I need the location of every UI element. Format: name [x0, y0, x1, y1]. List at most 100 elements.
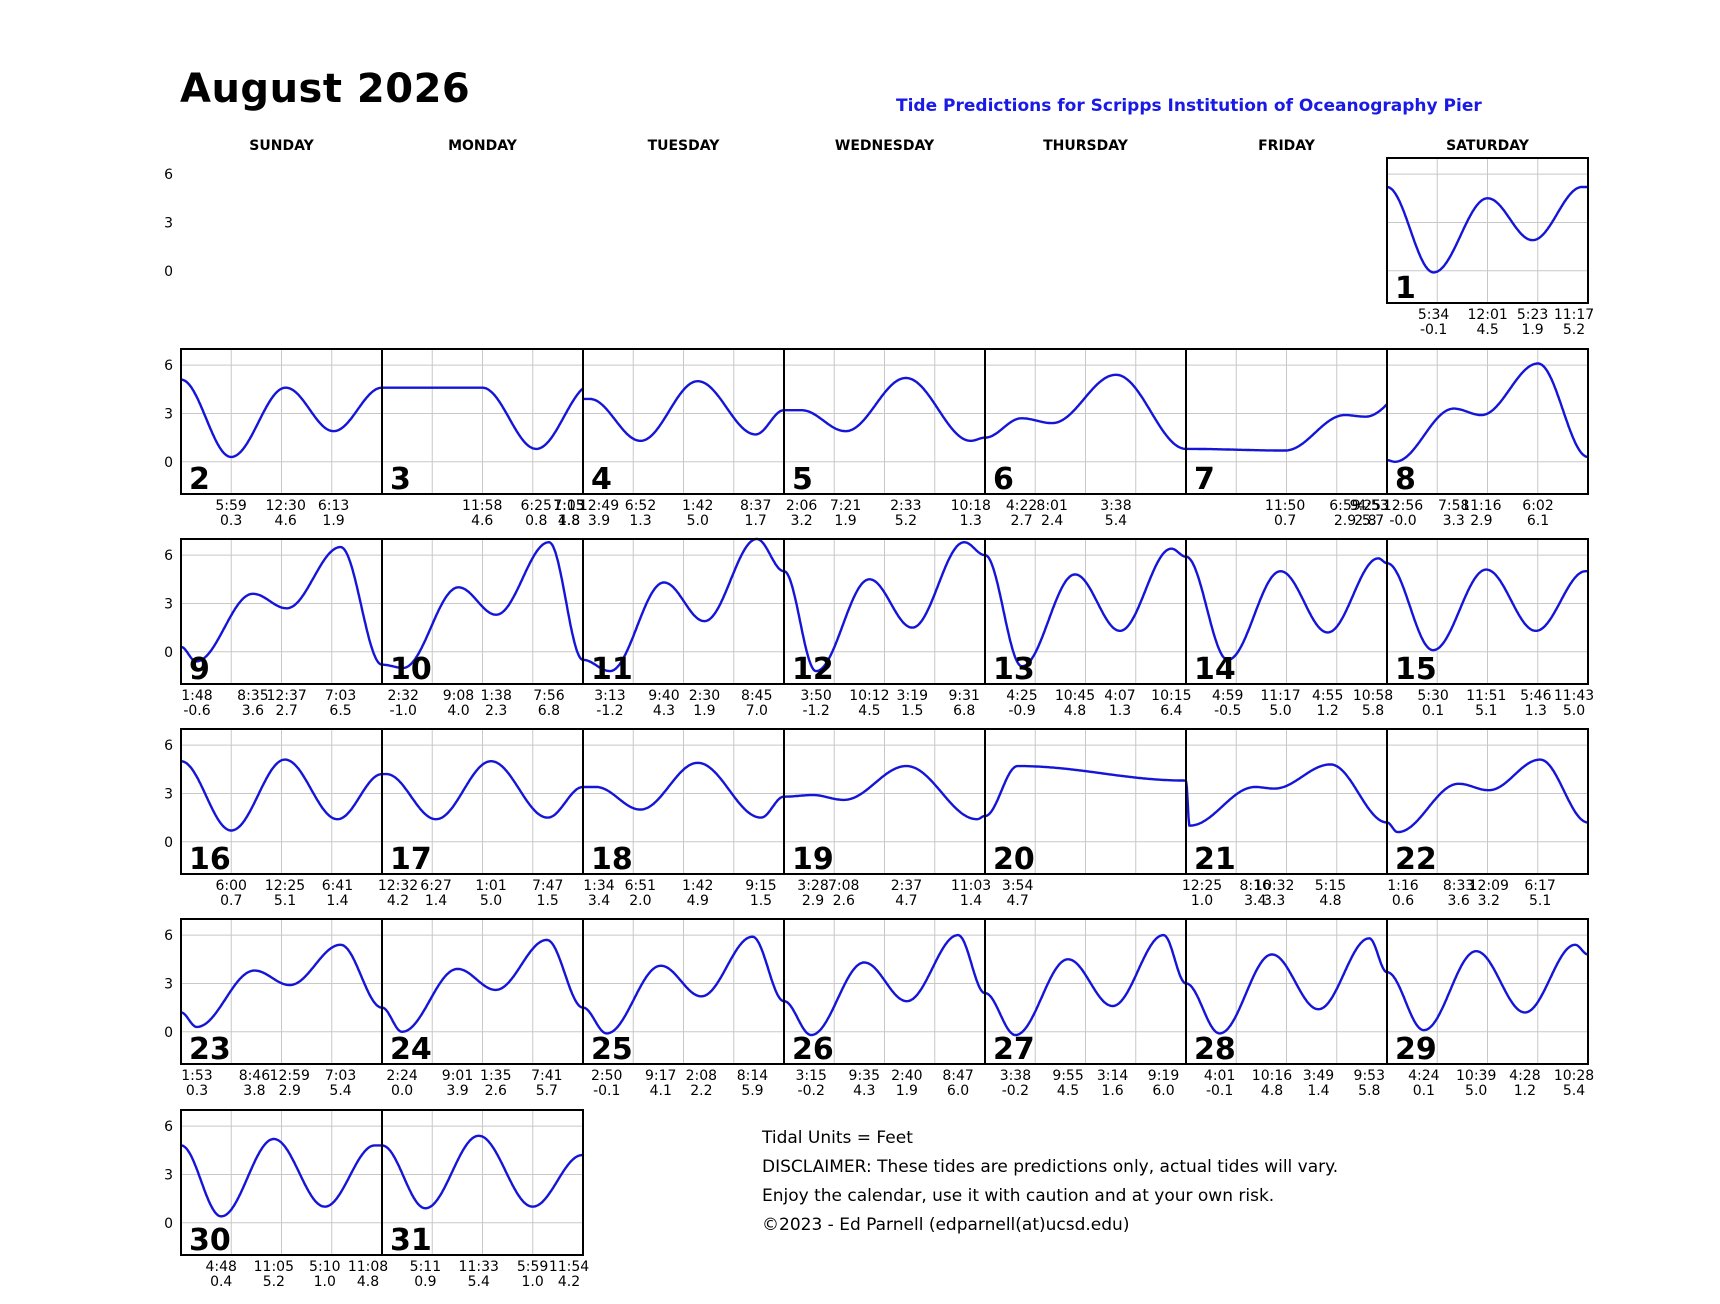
tide-height: 1.0 [1191, 893, 1213, 909]
tide-time: 6:52 [625, 498, 656, 514]
tide-curve-day-26 [784, 933, 986, 1037]
tide-height: 1.5 [750, 893, 772, 909]
tide-height: -0.2 [798, 1083, 825, 1099]
tide-time: 7:15 [553, 498, 584, 514]
tide-time: 12:09 [1469, 878, 1509, 894]
tide-time: 1:16 [1387, 878, 1419, 894]
day-number: 26 [792, 1032, 834, 1067]
tide-height: 5.4 [468, 1274, 490, 1290]
tide-height: 0.8 [525, 513, 547, 529]
tide-curve-day-10 [382, 540, 584, 670]
tide-time: 5:30 [1417, 688, 1448, 704]
tide-time: 1:01 [475, 878, 506, 894]
tide-curve-day-7 [1186, 403, 1388, 452]
tide-time: 6:27 [420, 878, 451, 894]
tide-height: 6.1 [1527, 513, 1549, 529]
tide-height: 2.2 [690, 1083, 712, 1099]
tide-height: 5.0 [1465, 1083, 1487, 1099]
tide-height: 4.6 [471, 513, 493, 529]
tide-time: 1:42 [682, 498, 713, 514]
tide-curve-day-27 [984, 933, 1187, 1037]
tide-height: -0.1 [593, 1083, 620, 1099]
tide-height: 4.5 [858, 703, 880, 719]
tide-height: 3.4 [1244, 893, 1266, 909]
day-number: 22 [1395, 842, 1437, 877]
tide-time: 12:49 [579, 498, 619, 514]
tide-time: 11:50 [1265, 498, 1305, 514]
tide-time: 9:31 [948, 688, 979, 704]
tide-height: 2.0 [629, 893, 651, 909]
tide-time: 9:25 [1350, 498, 1381, 514]
day-number: 9 [189, 652, 210, 687]
tide-height: -0.1 [1420, 322, 1447, 338]
copyright-note: ©2023 - Ed Parnell (edparnell(at)ucsd.ed… [762, 1215, 1130, 1235]
tide-height: 5.4 [1563, 1083, 1585, 1099]
tide-time: 7:03 [325, 1068, 356, 1084]
day-number: 19 [792, 842, 834, 877]
tide-time: 2:30 [689, 688, 720, 704]
tide-time: 8:01 [1036, 498, 1067, 514]
tide-height: 5.2 [895, 513, 917, 529]
tide-height: 5.4 [329, 1083, 351, 1099]
day-number: 12 [792, 652, 834, 687]
day-number: 3 [390, 462, 411, 497]
tide-time: 12:01 [1467, 307, 1507, 323]
tide-height: 1.9 [834, 513, 856, 529]
day-number: 6 [993, 462, 1014, 497]
tide-height: 1.3 [1109, 703, 1131, 719]
tide-height: 3.8 [243, 1083, 265, 1099]
tide-time: 12:30 [266, 498, 306, 514]
tide-height: 3.9 [446, 1083, 468, 1099]
tide-curve-day-23 [180, 943, 383, 1029]
tide-time: 3:15 [795, 1068, 826, 1084]
tide-height: 3.2 [790, 513, 812, 529]
day-cell-22 [1386, 728, 1589, 875]
tide-height: 5.8 [1362, 703, 1384, 719]
tide-height: 2.9 [1334, 513, 1356, 529]
tide-time: 6:17 [1524, 878, 1555, 894]
tide-height: 2.4 [1041, 513, 1063, 529]
tide-time: 10:18 [951, 498, 991, 514]
tide-curve-day-2 [180, 378, 382, 459]
tide-time: 1:48 [181, 688, 212, 704]
tide-height: 1.9 [896, 1083, 918, 1099]
tide-time: 2:08 [686, 1068, 717, 1084]
tide-time: 11:58 [462, 498, 502, 514]
tide-time: 8:16 [1240, 878, 1272, 894]
tide-time: 4:07 [1104, 688, 1135, 704]
tide-height: -0.2 [1002, 1083, 1029, 1099]
month-title: August 2026 [180, 66, 471, 112]
tide-time: 3:38 [1000, 1068, 1031, 1084]
weekday-header: TUESDAY [648, 138, 721, 154]
y-tick-label: 0 [164, 1216, 173, 1232]
tide-height: 5.2 [1563, 322, 1585, 338]
tide-time: 2:40 [891, 1068, 922, 1084]
tide-time: 5:46 [1520, 688, 1552, 704]
tide-time: 6:13 [318, 498, 349, 514]
day-number: 21 [1194, 842, 1236, 877]
tide-height: 4.2 [387, 893, 409, 909]
tide-height: 5.1 [1529, 893, 1551, 909]
tide-height: 1.5 [537, 893, 559, 909]
day-cell-8 [1386, 348, 1589, 495]
day-number: 16 [189, 842, 231, 877]
tide-time: 11:51 [1466, 688, 1506, 704]
tide-height: -0.0 [1389, 513, 1416, 529]
tide-time: 4:53 [1357, 498, 1388, 514]
tide-height: 0.1 [1422, 703, 1444, 719]
y-tick-label: 3 [164, 786, 173, 802]
tide-height: 0.9 [414, 1274, 436, 1290]
tide-time: 8:14 [737, 1068, 769, 1084]
tide-time: 3:14 [1097, 1068, 1129, 1084]
tide-height: 5.0 [480, 893, 502, 909]
tide-curve-day-11 [582, 537, 785, 673]
weekday-header: THURSDAY [1043, 138, 1129, 154]
tide-time: 10:15 [1151, 688, 1191, 704]
day-number: 25 [591, 1032, 633, 1067]
tide-time: 9:01 [442, 1068, 473, 1084]
tide-time: 12:37 [266, 688, 306, 704]
tide-time: 3:19 [897, 688, 928, 704]
tide-time: 4:24 [1408, 1068, 1440, 1084]
tide-height: 4.8 [1064, 703, 1086, 719]
tide-time: 7:08 [828, 878, 859, 894]
